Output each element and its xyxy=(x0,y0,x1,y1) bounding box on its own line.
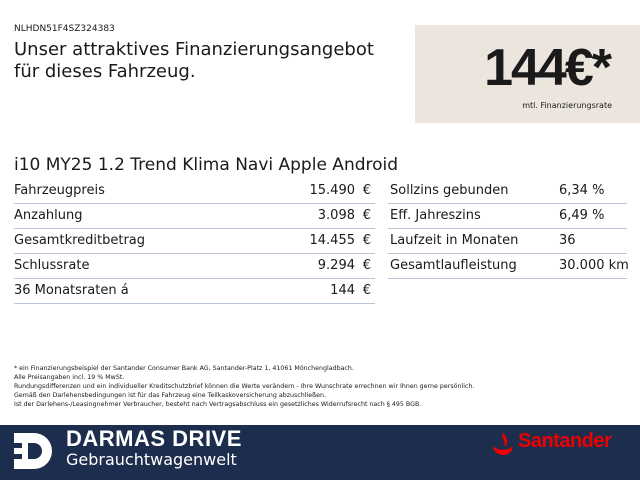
table-row: 36 Monatsraten á 144 € xyxy=(14,278,375,304)
row-label: Sollzins gebunden xyxy=(390,183,509,198)
rate-caption: mtl. Finanzierungsrate xyxy=(522,101,612,110)
row-label: Gesamtkreditbetrag xyxy=(14,233,146,248)
table-row: Anzahlung 3.098 € xyxy=(14,203,375,229)
row-label: 36 Monatsraten á xyxy=(14,283,129,298)
footnote: Rundungsdifferenzen und ein individuelle… xyxy=(14,383,475,390)
row-value: 3.098 xyxy=(317,208,355,223)
row-unit: € xyxy=(362,283,371,298)
logo xyxy=(14,433,52,469)
row-label: Anzahlung xyxy=(14,208,83,223)
footnote: Ist der Darlehens-/Leasingnehmer Verbrau… xyxy=(14,401,422,408)
rate-amount: 144€* xyxy=(484,39,612,97)
row-label: Eff. Jahreszins xyxy=(390,208,481,223)
footnote: * ein Finanzierungsbeispiel der Santande… xyxy=(14,365,354,372)
brand: DARMAS DRIVE xyxy=(66,426,242,451)
vin: NLHDN51F4SZ324383 xyxy=(14,24,115,34)
row-value: 15.490 xyxy=(309,183,356,198)
table-row: Gesamtlaufleistung 30.000 km xyxy=(388,253,629,279)
row-value: 14.455 xyxy=(309,233,356,248)
table-row: Schlussrate 9.294 € xyxy=(14,253,375,279)
model: i10 MY25 1.2 Trend Klima Navi Apple Andr… xyxy=(14,155,399,175)
row-label: Gesamtlaufleistung xyxy=(390,258,517,273)
row-value: 6,34 % xyxy=(559,183,605,198)
row-unit: € xyxy=(362,183,371,198)
brand-subtitle: Gebrauchtwagenwelt xyxy=(66,450,237,469)
table-row: Eff. Jahreszins 6,49 % xyxy=(388,203,627,229)
row-value: 144 xyxy=(330,283,355,298)
title-line: Unser attraktives Finanzierungsangebot xyxy=(14,39,374,60)
row-unit: € xyxy=(362,208,371,223)
row-unit: € xyxy=(362,258,371,273)
table-row: Sollzins gebunden 6,34 % xyxy=(388,178,627,204)
footnote: Gemäß den Darlehensbedingungen ist für d… xyxy=(14,392,326,399)
santander-flame xyxy=(493,433,513,455)
row-label: Fahrzeugpreis xyxy=(14,183,105,198)
title-line: für dieses Fahrzeug. xyxy=(14,61,196,82)
row-value: 30.000 km xyxy=(559,258,629,273)
row-unit: € xyxy=(362,233,371,248)
row-label: Laufzeit in Monaten xyxy=(390,233,519,248)
rate-box xyxy=(415,25,640,123)
row-value: 9.294 xyxy=(317,258,355,273)
row-value: 36 xyxy=(559,233,576,248)
table-row: Fahrzeugpreis 15.490 € xyxy=(14,178,375,204)
table-row: Laufzeit in Monaten 36 xyxy=(388,228,627,254)
bank-name: Santander xyxy=(518,430,612,452)
row-value: 6,49 % xyxy=(559,208,605,223)
row-label: Schlussrate xyxy=(14,258,90,273)
footnote: Alle Preisangaben incl. 19 % MwSt. xyxy=(14,374,125,381)
footer-band xyxy=(0,425,640,480)
table-row: Gesamtkreditbetrag 14.455 € xyxy=(14,228,375,254)
